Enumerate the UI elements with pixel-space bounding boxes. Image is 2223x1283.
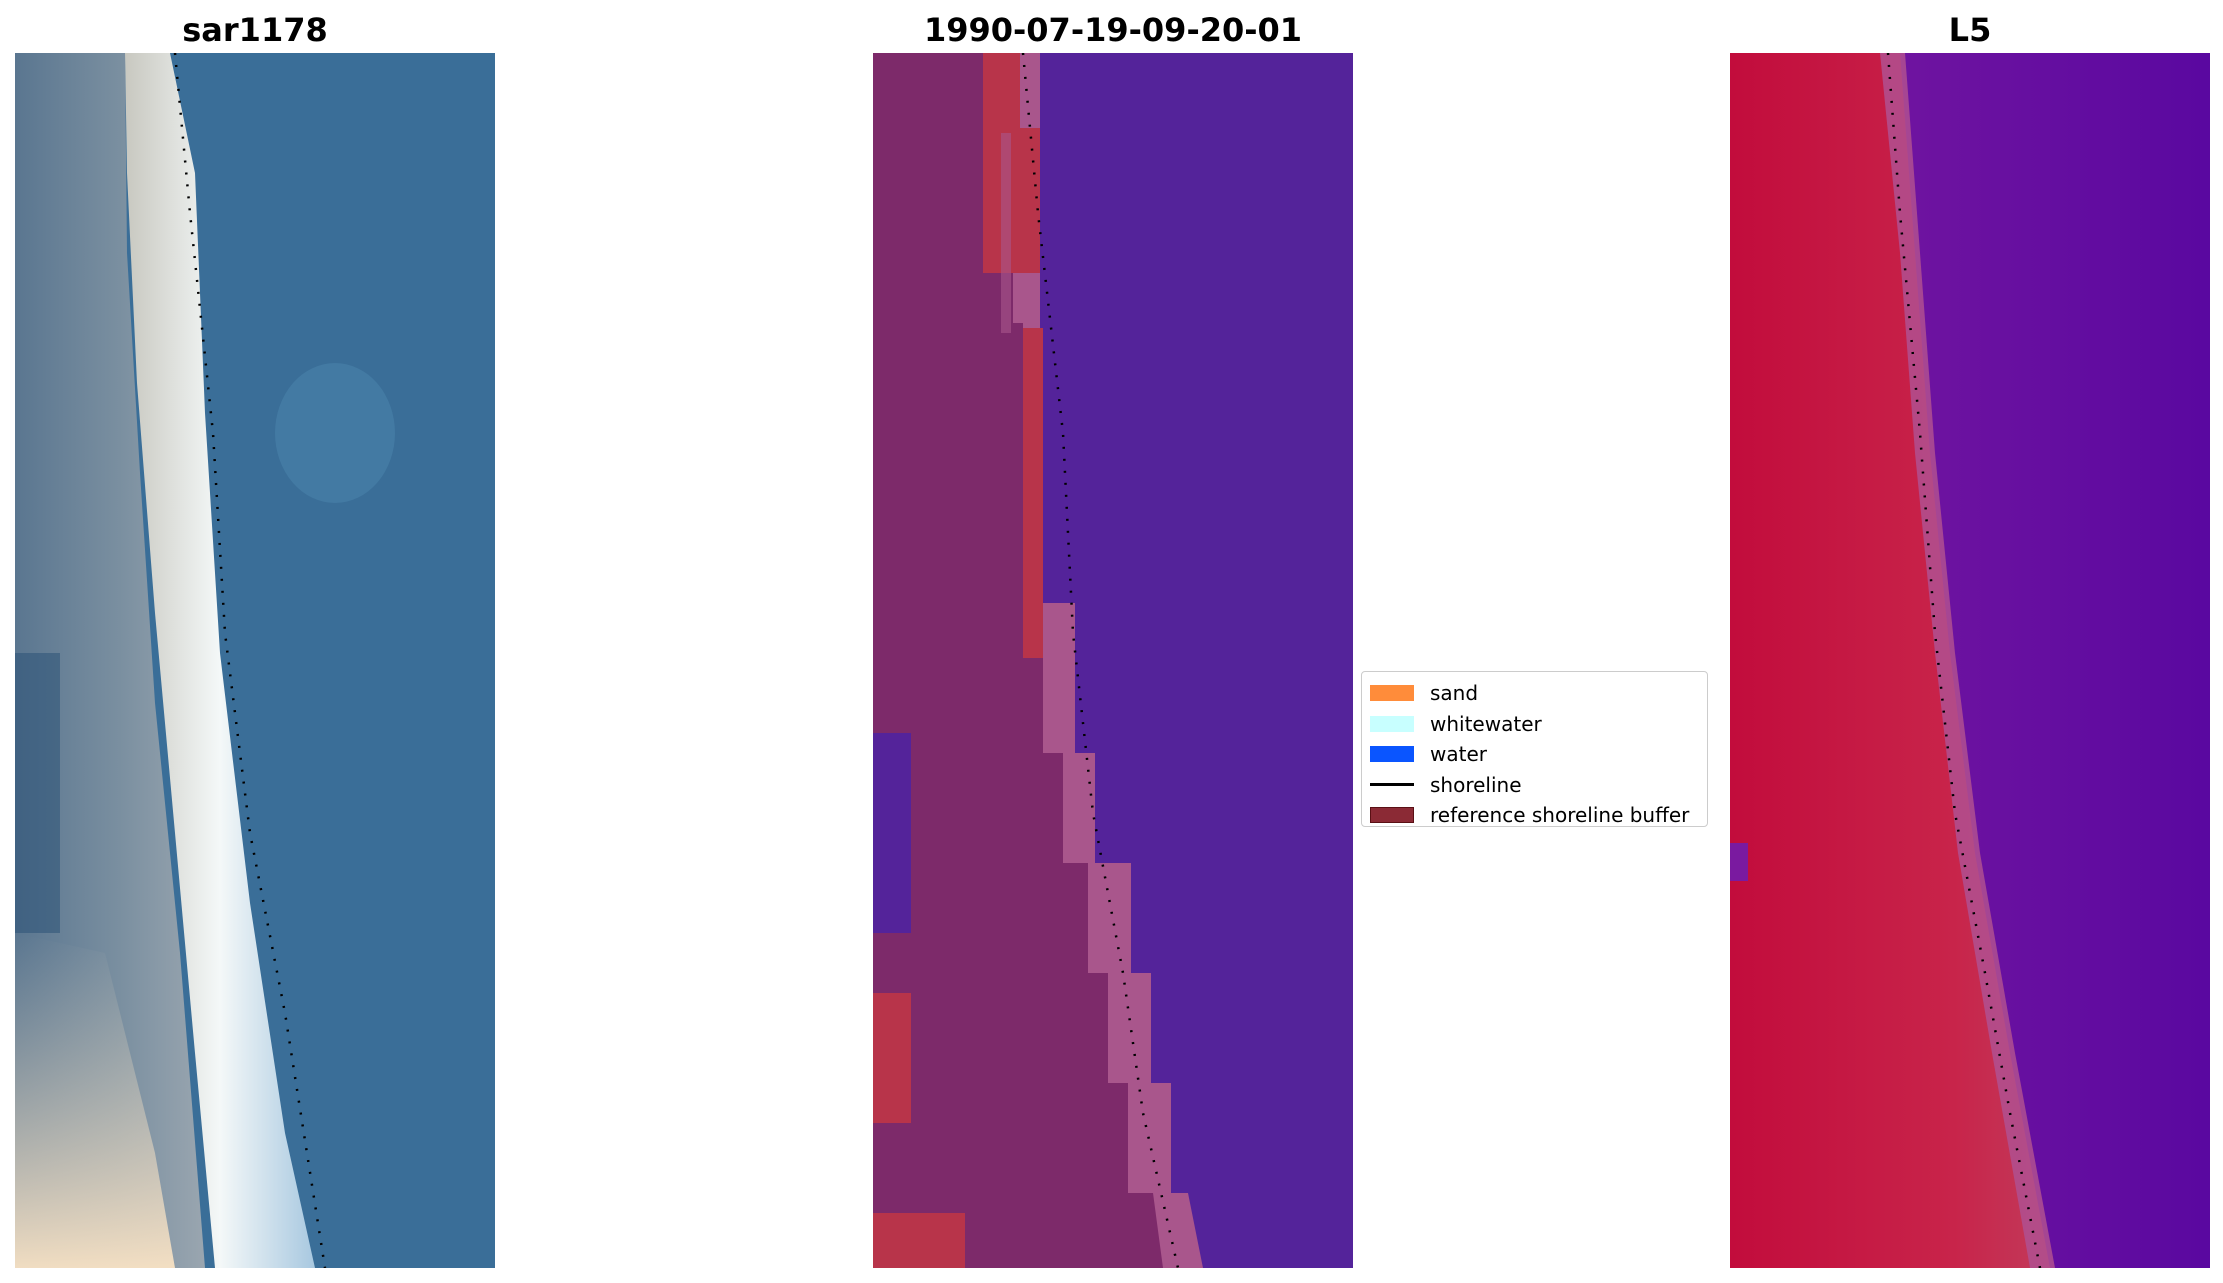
index-water-inclusion — [1730, 843, 1748, 881]
classified-image-panel — [873, 53, 1353, 1268]
legend: sand whitewater water shoreline referenc… — [1361, 671, 1708, 827]
index-transition-band — [1880, 53, 2055, 1268]
rgb-image — [15, 53, 495, 1268]
legend-item-shoreline: shoreline — [1370, 770, 1699, 801]
shoreline-classified — [1021, 53, 1180, 1268]
classified-sand-strip-3 — [1023, 328, 1043, 658]
classified-sand-patch-1 — [873, 993, 911, 1123]
rgb-water-light-patch — [275, 363, 395, 503]
legend-swatch-sand — [1370, 685, 1414, 702]
legend-item-buffer: reference shoreline buffer — [1370, 800, 1699, 831]
legend-item-sand: sand — [1370, 678, 1699, 709]
rgb-surf-zone — [125, 53, 315, 1268]
panel-title-index: L5 — [1948, 11, 1992, 49]
shoreline-index — [1886, 53, 2042, 1268]
legend-swatch-whitewater — [1370, 715, 1414, 732]
legend-label-water: water — [1430, 742, 1487, 767]
legend-label-whitewater: whitewater — [1430, 711, 1542, 736]
rgb-sand-patch — [15, 933, 175, 1268]
index-image — [1730, 53, 2210, 1268]
classified-water-inclusion — [873, 733, 911, 933]
index-image-panel — [1730, 53, 2210, 1268]
legend-swatch-water — [1370, 746, 1414, 763]
panel-title-classified: 1990-07-19-09-20-01 — [923, 11, 1303, 49]
legend-item-whitewater: whitewater — [1370, 709, 1699, 740]
legend-swatch-shoreline — [1370, 783, 1414, 787]
legend-label-sand: sand — [1430, 681, 1479, 706]
classified-buffer-area — [873, 53, 1163, 1268]
legend-label-buffer: reference shoreline buffer — [1430, 803, 1690, 828]
legend-swatch-buffer — [1370, 807, 1414, 824]
rgb-image-panel — [15, 53, 495, 1268]
classified-sand-patch-2 — [873, 1213, 965, 1268]
rgb-dark-land-band — [15, 653, 60, 933]
classified-sand-strip-1 — [983, 53, 1020, 128]
index-land-area — [1730, 53, 2050, 1268]
legend-item-water: water — [1370, 739, 1699, 770]
classified-image — [873, 53, 1353, 1268]
legend-label-shoreline: shoreline — [1430, 772, 1522, 797]
panel-title-rgb: sar1178 — [182, 11, 328, 49]
classified-sand-strip-4 — [1001, 133, 1011, 333]
classified-sand-strip-2 — [983, 128, 1040, 273]
